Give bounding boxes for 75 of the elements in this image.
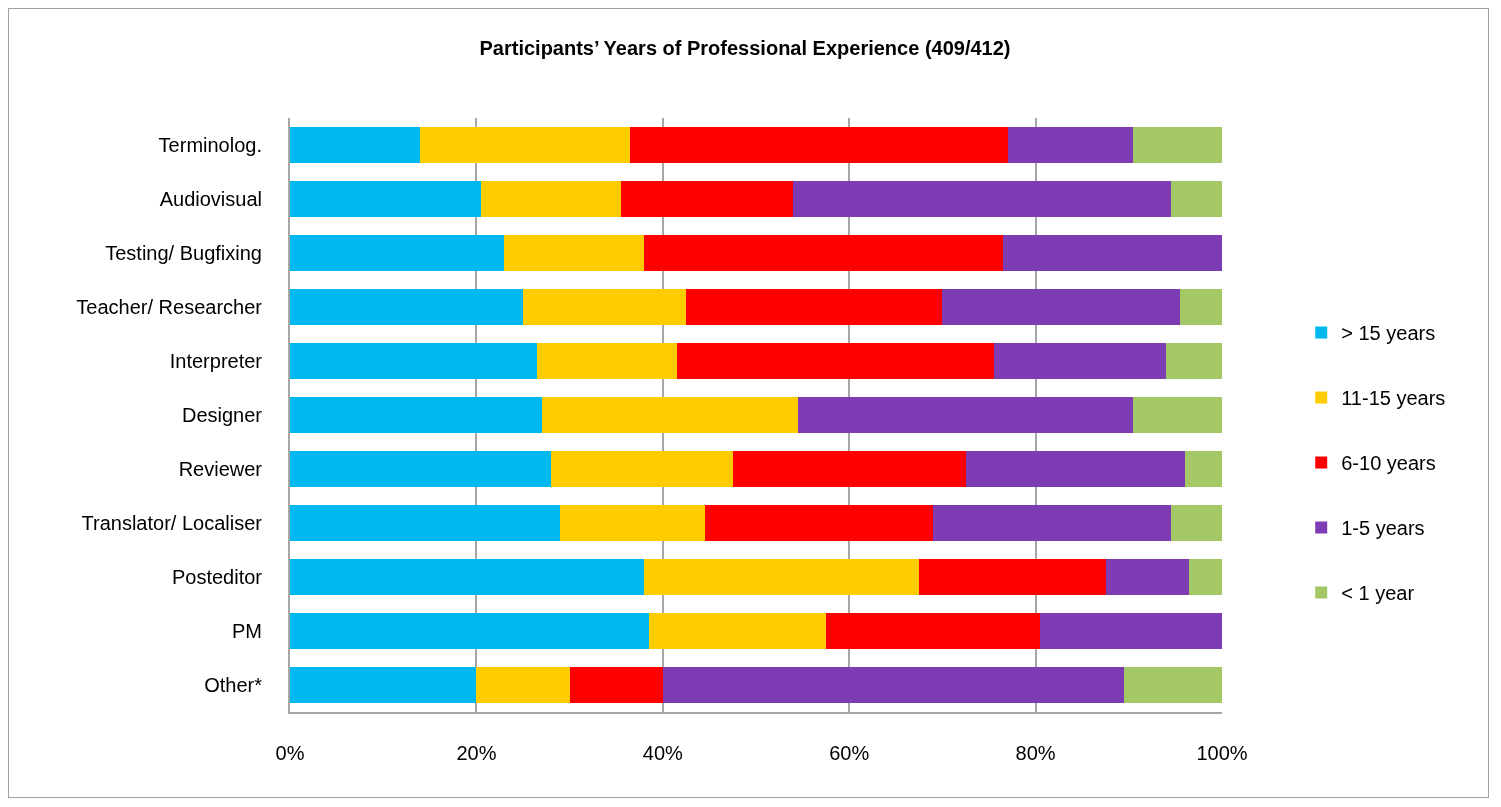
y-tick-label: Audiovisual — [159, 188, 262, 210]
bar — [1124, 666, 1222, 704]
y-tick-label: Teacher/ Researcher — [76, 296, 263, 318]
bar — [569, 666, 663, 704]
y-tick-label: Interpreter — [169, 350, 263, 372]
bar — [648, 612, 826, 650]
bar — [290, 126, 421, 164]
legend-label: 11-15 years — [1341, 387, 1446, 410]
bar — [1002, 234, 1222, 272]
bar — [993, 342, 1167, 380]
bar — [797, 396, 1134, 434]
x-tick-label: 40% — [642, 742, 684, 764]
bar — [290, 666, 477, 704]
x-tick-label: 100% — [1196, 742, 1248, 764]
bar — [1170, 504, 1222, 542]
bar — [662, 666, 1125, 704]
bar — [1189, 558, 1222, 596]
bar — [732, 450, 966, 488]
bar — [630, 126, 1008, 164]
bar — [1040, 612, 1222, 650]
bar — [1133, 396, 1222, 434]
bar — [541, 396, 798, 434]
y-tick-label: Terminolog. — [158, 134, 262, 156]
bar — [536, 342, 677, 380]
y-tick-label: Testing/ Bugfixing — [105, 242, 262, 264]
bar — [504, 234, 645, 272]
legend-label: 1-5 years — [1341, 517, 1425, 540]
bar — [1184, 450, 1222, 488]
chart-title: Participants’ Years of Professional Experience (409/412) — [479, 37, 1011, 60]
x-tick-label: 20% — [456, 742, 497, 764]
bar — [644, 234, 1003, 272]
x-tick-label: 0% — [275, 742, 305, 764]
bar — [523, 288, 687, 326]
y-tick-label: PM — [232, 620, 262, 642]
bar — [290, 396, 542, 434]
y-tick-label: Designer — [181, 404, 263, 426]
y-tick-label: Translator/ Localiser — [81, 512, 263, 534]
bar — [942, 288, 1181, 326]
bar — [290, 558, 645, 596]
bar — [560, 504, 705, 542]
bar — [290, 234, 505, 272]
bar — [919, 558, 1106, 596]
legend-label: < 1 year — [1341, 582, 1415, 605]
bar — [704, 504, 934, 542]
y-tick-label: Posteditor — [171, 566, 263, 588]
bar — [290, 450, 551, 488]
bar — [620, 180, 794, 218]
bar — [686, 288, 943, 326]
legend-label: 6-10 years — [1341, 452, 1436, 475]
bar — [290, 288, 523, 326]
legend-label: > 15 years — [1341, 322, 1436, 345]
bar — [933, 504, 1171, 542]
bar — [965, 450, 1185, 488]
x-tick-label: 60% — [829, 742, 870, 764]
bar — [1170, 180, 1222, 218]
y-tick-label: Other* — [204, 674, 263, 696]
bar — [1007, 126, 1134, 164]
bar — [676, 342, 994, 380]
bar — [290, 612, 649, 650]
y-tick-label: Reviewer — [178, 458, 263, 480]
bar — [1133, 126, 1222, 164]
bar — [825, 612, 1041, 650]
bar — [550, 450, 733, 488]
bar — [290, 504, 561, 542]
x-tick-label: 80% — [1015, 742, 1056, 764]
bar — [1180, 288, 1222, 326]
bar — [481, 180, 621, 218]
bar — [420, 126, 631, 164]
bar — [290, 342, 537, 380]
bar — [290, 180, 482, 218]
bar — [793, 180, 1171, 218]
bar — [644, 558, 920, 596]
bar — [1105, 558, 1190, 596]
bar — [1166, 342, 1222, 380]
bar — [476, 666, 570, 704]
